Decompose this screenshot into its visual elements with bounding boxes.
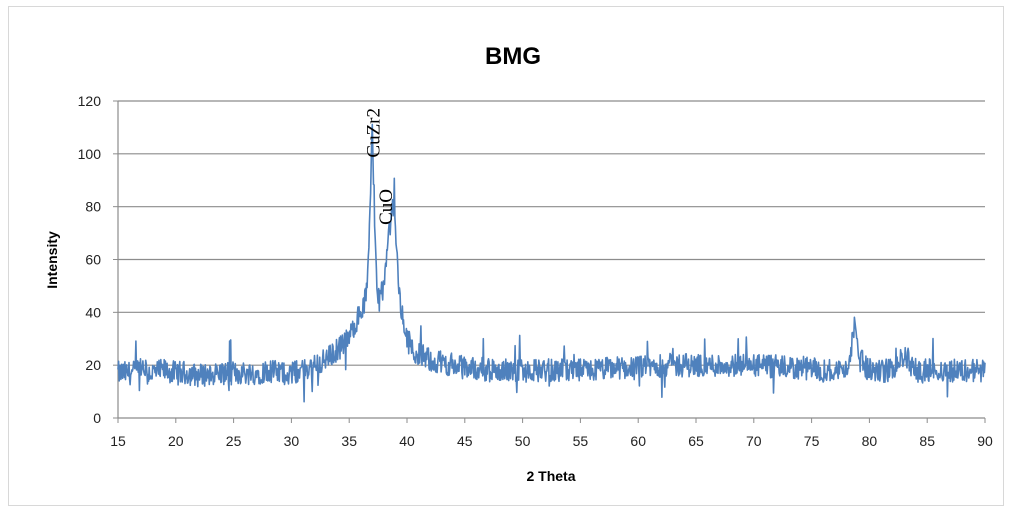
intensity-series-line [117,123,986,403]
y-tick-label: 120 [78,93,102,109]
x-tick-label: 75 [804,433,820,449]
x-tick-label: 25 [226,433,242,449]
y-axis-title: Intensity [44,231,60,289]
series-layer [117,123,986,403]
y-tick-label: 40 [85,304,101,320]
y-tick-label: 0 [93,410,101,426]
x-tick-label: 50 [515,433,531,449]
x-tick-labels: 15 20 25 30 35 40 45 50 55 60 65 70 75 80 85 90 [110,433,993,449]
y-tick-label: 20 [85,357,101,373]
y-tick-label: 60 [85,252,101,268]
x-tick-label: 80 [862,433,878,449]
chart-frame [8,6,1004,506]
x-tick-label: 45 [457,433,473,449]
x-tick-label: 35 [341,433,357,449]
peak-annotations: CuZr2 CuO [363,108,397,225]
x-tick-label: 85 [919,433,935,449]
peak-label-cuzr2: CuZr2 [363,108,384,158]
y-tick-labels: 0 20 40 60 80 100 120 [78,93,102,426]
x-tick-label: 40 [399,433,415,449]
x-tick-label: 60 [630,433,646,449]
x-tick-label: 20 [168,433,184,449]
x-tick-label: 70 [746,433,762,449]
y-tick-label: 80 [85,199,101,215]
chart-title: BMG [485,43,541,70]
y-tick-label: 100 [78,146,102,162]
x-tick-label: 30 [284,433,300,449]
x-tick-label: 15 [110,433,126,449]
peak-label-cuo: CuO [376,189,397,225]
x-axis-title: 2 Theta [526,468,575,484]
x-tick-label: 55 [573,433,589,449]
x-tick-label: 90 [977,433,993,449]
x-tick-label: 65 [688,433,704,449]
